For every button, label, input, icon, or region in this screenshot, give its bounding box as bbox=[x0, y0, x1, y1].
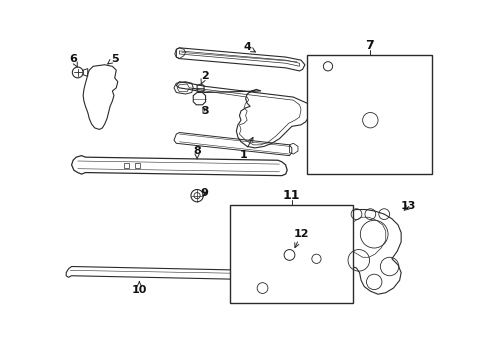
Text: 7: 7 bbox=[365, 39, 373, 52]
Text: 4: 4 bbox=[243, 42, 255, 52]
Text: 2: 2 bbox=[201, 71, 208, 84]
Text: 1: 1 bbox=[239, 138, 252, 160]
Text: 8: 8 bbox=[193, 146, 201, 159]
Text: 9: 9 bbox=[201, 188, 208, 198]
Text: 13: 13 bbox=[400, 202, 416, 211]
Text: 11: 11 bbox=[283, 189, 300, 202]
Text: 3: 3 bbox=[201, 106, 208, 116]
Text: 12: 12 bbox=[293, 229, 308, 248]
Text: 5: 5 bbox=[107, 54, 118, 64]
Text: 10: 10 bbox=[131, 282, 147, 294]
Text: 6: 6 bbox=[69, 54, 77, 67]
Bar bbox=[230, 205, 353, 303]
Bar bbox=[306, 55, 431, 174]
